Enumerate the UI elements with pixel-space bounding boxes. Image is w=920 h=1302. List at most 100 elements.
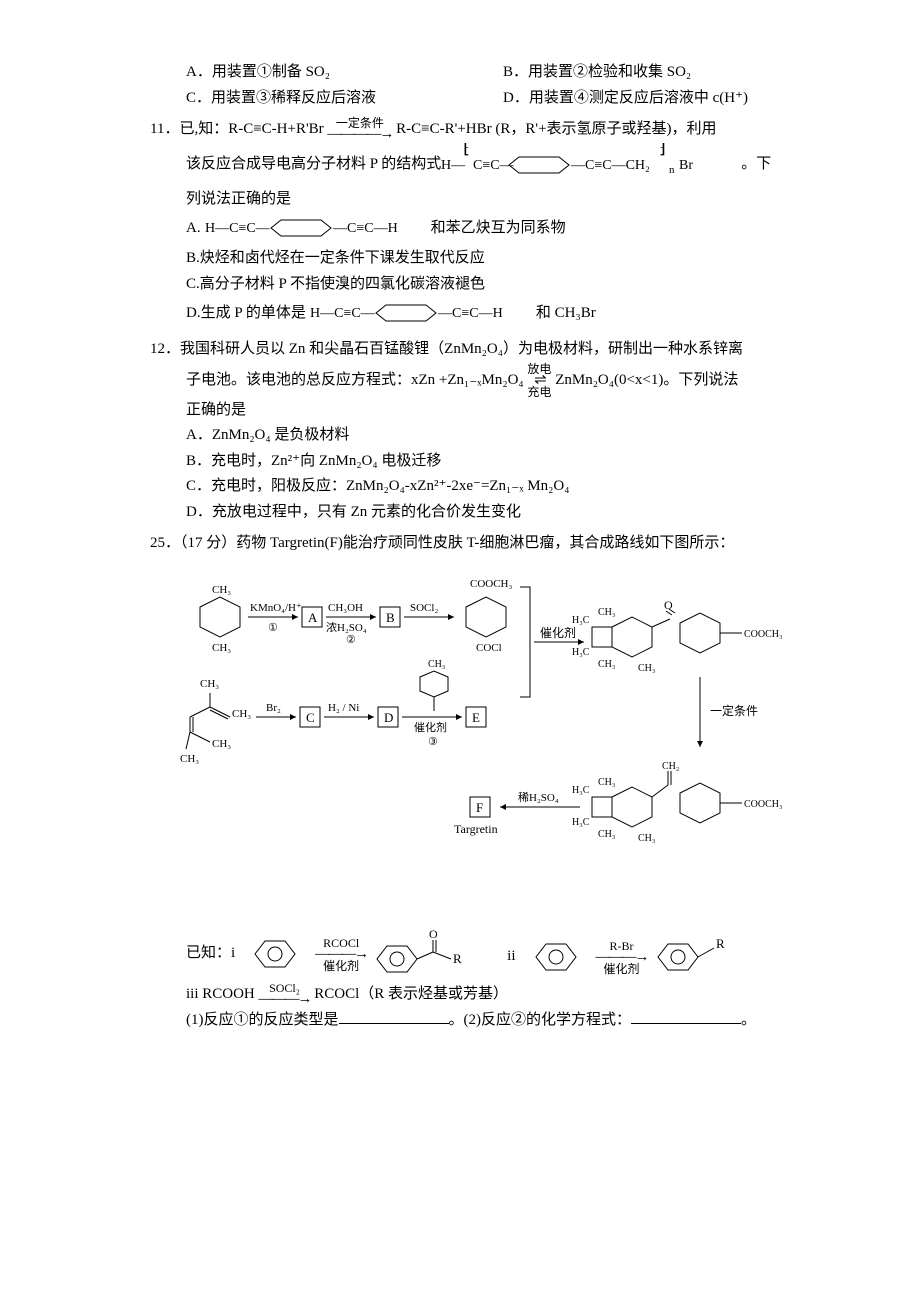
- opt-a-label: A.: [186, 216, 201, 242]
- svg-text:CH₃: CH₃: [232, 708, 251, 720]
- arrow-ii: R-Br ———→ 催化剂: [596, 940, 648, 975]
- svg-text:C≡C—: C≡C—: [473, 158, 515, 173]
- svg-text:—C≡C—CH₂: —C≡C—CH₂: [570, 158, 650, 173]
- svg-text:Br₂: Br₂: [266, 702, 281, 714]
- q11-opt-b: B.炔烃和卤代烃在一定条件下课发生取代反应: [186, 246, 820, 272]
- svg-text:CH₃: CH₃: [428, 659, 445, 670]
- q10-options: A．用装置①制备 SO₂ B．用装置②检验和收集 SO₂ C．用装置③稀释反应后…: [186, 60, 820, 111]
- known-iii-tail: RCOCl（R 表示烃基或芳基）: [314, 986, 508, 1002]
- opt-d-tail: 和 CH₃Br: [536, 301, 596, 327]
- q11: 11．已,知：R-C≡C-H+R'Br 一定条件 ————→ R-C≡C-R'+…: [150, 117, 820, 331]
- svg-text:Br: Br: [679, 158, 693, 173]
- benzene-icon: [516, 932, 596, 982]
- svg-text:R: R: [453, 951, 462, 966]
- svg-text:H₃C: H₃C: [572, 785, 590, 796]
- svg-text:Targretin: Targretin: [454, 822, 498, 836]
- arrow-bot: 充电: [527, 386, 551, 398]
- q25: 25．（17 分）药物 Targretin(F)能治疗顽同性皮肤 T-细胞淋巴瘤…: [150, 531, 820, 1033]
- q12-text1: 我国科研人员以 Zn 和尖晶石百锰酸锂（ZnMn₂O₄）为电极材料，研制出一种水…: [180, 341, 743, 357]
- blank-1[interactable]: [339, 1008, 449, 1024]
- arrow-iii: SOCl₂ ———→: [259, 982, 311, 1007]
- scheme-svg: CH₃ CH₃ KMnO₄/H⁺ ① A CH₃OH 浓H₂SO₄ ② B: [170, 567, 830, 907]
- q11-opt-d: D.生成 P 的单体是 H—C≡C— —C≡C—H 和 CH₃Br: [186, 297, 820, 331]
- svg-text:稀H₂SO₄: 稀H₂SO₄: [518, 791, 559, 804]
- known-iii: iii RCOOH SOCl₂ ———→ RCOCl（R 表示烃基或芳基）: [186, 982, 820, 1008]
- q12-line3: 正确的是: [186, 398, 820, 424]
- svg-text:H₃C: H₃C: [572, 615, 590, 626]
- svg-text:CH₃: CH₃: [598, 829, 615, 840]
- known-label-ii: ii: [507, 944, 515, 970]
- arrow-i: RCOCl ———→ 催化剂: [315, 937, 367, 972]
- svg-text:②: ②: [346, 634, 356, 646]
- svg-text:CH₃: CH₃: [598, 659, 615, 670]
- synthesis-scheme: CH₃ CH₃ KMnO₄/H⁺ ① A CH₃OH 浓H₂SO₄ ② B: [170, 567, 820, 917]
- q11-lead1: 已,知：R-C≡C-H+R'Br: [179, 121, 323, 137]
- svg-text:③: ③: [428, 736, 438, 748]
- svg-text:CH₃: CH₃: [212, 584, 231, 596]
- svg-text:CH₃: CH₃: [638, 663, 655, 674]
- svg-text:B: B: [386, 610, 395, 625]
- q10-opt-a: A．用装置①制备 SO₂: [186, 60, 503, 86]
- q11-line1: 11．已,知：R-C≡C-H+R'Br 一定条件 ————→ R-C≡C-R'+…: [150, 117, 820, 143]
- q11-opt-a: A. H—C≡C— —C≡C—H 和苯乙炔互为同系物: [186, 212, 820, 246]
- svg-text:R: R: [716, 936, 725, 951]
- svg-text:H₃C: H₃C: [572, 817, 590, 828]
- sub2-text: 。(2)反应②的化学方程式：: [449, 1012, 632, 1028]
- q10-opt-b: B．用装置②检验和收集 SO₂: [503, 60, 820, 86]
- svg-text:COCl: COCl: [476, 642, 502, 654]
- arrow-icon: ————→: [327, 126, 392, 142]
- known-i: 已知：i RCOCl ———→ 催化剂 O R: [186, 926, 477, 982]
- arr-bot: 催化剂: [596, 963, 648, 975]
- known-reactions: 已知：i RCOCl ———→ 催化剂 O R ii R-Br ———→: [186, 926, 820, 982]
- struct-a: H—C≡C— —C≡C—H: [201, 212, 431, 246]
- svg-text:E: E: [472, 710, 480, 725]
- q12-opt-b: B．充电时，Zn²⁺向 ZnMn₂O₄ 电极迁移: [186, 449, 820, 475]
- svg-text:KMnO₄/H⁺: KMnO₄/H⁺: [250, 602, 302, 614]
- svg-text:O: O: [664, 598, 673, 612]
- svg-text:一定条件: 一定条件: [710, 703, 758, 718]
- q12-num: 12．: [150, 341, 180, 357]
- svg-text:O: O: [429, 927, 438, 941]
- q11-num: 11．: [150, 121, 179, 137]
- q12-opt-c: C．充电时，阳极反应：ZnMn₂O₄-xZn²⁺-2xe⁻=Zn₁₋ₓ Mn₂O…: [186, 474, 820, 500]
- q25-lead-text: （17 分）药物 Targretin(F)能治疗顽同性皮肤 T-细胞淋巴瘤，其合…: [180, 535, 734, 551]
- q25-lead: 25．（17 分）药物 Targretin(F)能治疗顽同性皮肤 T-细胞淋巴瘤…: [150, 531, 820, 557]
- arrow-icon: ———→: [259, 991, 311, 1007]
- q10-opt-c: C．用装置③稀释反应后溶液: [186, 86, 503, 112]
- q12-opt-d: D．充放电过程中，只有 Zn 元素的化合价发生变化: [186, 500, 820, 526]
- svg-text:浓H₂SO₄: 浓H₂SO₄: [326, 621, 367, 634]
- q11-text-2b: 。下: [741, 152, 771, 178]
- benzene-icon: [235, 929, 315, 979]
- svg-text:C: C: [306, 710, 315, 725]
- known-iii-lead: iii RCOOH: [186, 986, 255, 1002]
- svg-text:H—C≡C—: H—C≡C—: [310, 306, 376, 321]
- struct-d: H—C≡C— —C≡C—H: [306, 297, 536, 331]
- svg-text:F: F: [476, 800, 483, 815]
- phenyl-r-icon: R: [648, 932, 738, 982]
- arrow-condition: 一定条件 ————→: [327, 117, 392, 142]
- known-label-i: 已知：i: [186, 941, 235, 967]
- svg-text:A: A: [308, 610, 318, 625]
- q12-text2b: ZnMn₂O₄(0<x<1)。下列说法: [555, 371, 738, 387]
- q12-options: A．ZnMn₂O₄ 是负极材料 B．充电时，Zn²⁺向 ZnMn₂O₄ 电极迁移…: [186, 423, 820, 525]
- q12: 12．我国科研人员以 Zn 和尖晶石百锰酸锂（ZnMn₂O₄）为电极材料，研制出…: [150, 337, 820, 525]
- svg-text:SOCl₂: SOCl₂: [410, 602, 438, 614]
- opt-a-tail: 和苯乙炔互为同系物: [431, 216, 566, 242]
- q10-opt-d: D．用装置④测定反应后溶液中 c(H⁺): [503, 86, 820, 112]
- svg-text:COOCH₃: COOCH₃: [744, 799, 783, 810]
- svg-text:CH₃: CH₃: [598, 607, 615, 618]
- svg-text:⁆: ⁆: [659, 143, 666, 157]
- svg-text:n: n: [669, 164, 675, 176]
- svg-text:CH₃OH: CH₃OH: [328, 602, 363, 614]
- svg-text:—C≡C—H: —C≡C—H: [437, 306, 503, 321]
- svg-text:COOCH₃: COOCH₃: [470, 578, 513, 590]
- q11-opt-c: C.高分子材料 P 不指使溴的四氯化碳溶液褪色: [186, 272, 820, 298]
- phenyl-ketone-icon: O R: [367, 926, 477, 982]
- q12-text2a: 子电池。该电池的总反应方程式：xZn +Zn₁₋ₓMn₂O₄: [186, 371, 524, 387]
- blank-2[interactable]: [631, 1008, 741, 1024]
- svg-text:催化剂: 催化剂: [540, 625, 576, 640]
- q11-lead2: R-C≡C-R'+HBr (R，R'+表示氢原子或羟基)，利用: [396, 121, 716, 137]
- svg-text:CH₃: CH₃: [638, 833, 655, 844]
- q12-line2: 子电池。该电池的总反应方程式：xZn +Zn₁₋ₓMn₂O₄ 放电 ⇌ 充电 Z…: [186, 363, 820, 398]
- q25-sub: (1)反应①的反应类型是。(2)反应②的化学方程式：。: [186, 1008, 820, 1034]
